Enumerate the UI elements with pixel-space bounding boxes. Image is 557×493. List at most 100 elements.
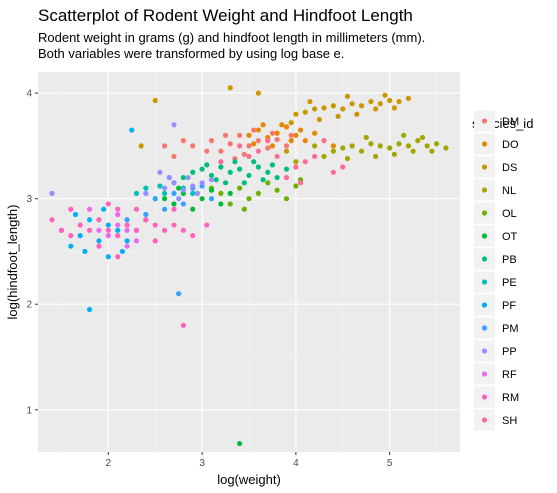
- data-point: [143, 211, 149, 218]
- data-point: [176, 185, 182, 191]
- data-point: [208, 177, 215, 183]
- data-point: [180, 174, 186, 181]
- legend-item-sh: SH: [474, 409, 517, 431]
- legend-item-pp: PP: [474, 340, 517, 362]
- data-point: [227, 190, 233, 196]
- data-point: [293, 164, 299, 170]
- data-point: [180, 138, 186, 144]
- data-point: [227, 85, 233, 91]
- legend-swatch: [481, 210, 488, 216]
- data-point: [251, 127, 257, 133]
- data-point: [105, 201, 111, 207]
- data-point: [246, 196, 252, 202]
- legend-label: RM: [502, 392, 519, 404]
- data-point: [101, 206, 107, 212]
- data-point: [288, 132, 294, 138]
- x-tick-label: 3: [199, 458, 205, 469]
- data-point: [260, 177, 266, 183]
- data-point: [171, 222, 177, 228]
- data-point: [297, 180, 304, 186]
- data-point: [152, 222, 158, 228]
- data-point: [302, 159, 308, 165]
- data-point: [86, 306, 93, 313]
- data-point: [49, 190, 55, 196]
- data-point: [105, 222, 111, 228]
- data-point: [251, 141, 257, 147]
- data-point: [396, 98, 402, 105]
- data-point: [288, 120, 294, 126]
- data-point: [265, 138, 271, 144]
- legend-item-pm: PM: [474, 317, 519, 339]
- chart-title: Scatterplot of Rodent Weight and Hindfoo…: [38, 6, 413, 25]
- legend-label: OT: [502, 231, 518, 243]
- data-point: [410, 148, 416, 154]
- legend-label: PM: [502, 323, 519, 335]
- legend-item-pf: PF: [474, 294, 516, 316]
- legend-swatch: [481, 164, 488, 170]
- data-point: [312, 153, 318, 160]
- data-point: [255, 148, 261, 154]
- data-point: [133, 190, 140, 196]
- data-point: [246, 143, 252, 149]
- chart-subtitle-line-2: Both variables were transformed by using…: [38, 46, 345, 61]
- data-point: [162, 227, 168, 233]
- data-point: [152, 238, 158, 244]
- data-point: [269, 130, 276, 136]
- series-do: [246, 122, 336, 149]
- data-point: [387, 145, 393, 151]
- legend-item-ol: OL: [474, 202, 517, 224]
- data-point: [199, 180, 205, 186]
- legend-swatch: [481, 394, 488, 400]
- data-point: [86, 206, 93, 212]
- data-point: [373, 106, 379, 112]
- data-point: [279, 122, 285, 128]
- y-tick-label: 1: [26, 405, 32, 416]
- data-point: [162, 185, 168, 191]
- data-point: [199, 166, 205, 172]
- data-point: [344, 155, 351, 162]
- y-tick-label: 3: [26, 194, 32, 205]
- data-point: [293, 132, 299, 138]
- data-point: [391, 105, 397, 111]
- data-point: [190, 183, 196, 189]
- data-point: [133, 206, 140, 212]
- data-point: [166, 174, 172, 181]
- data-point: [96, 238, 102, 244]
- data-point: [302, 109, 308, 115]
- data-point: [143, 217, 149, 223]
- legend-label: PF: [502, 300, 516, 312]
- series-dm: [162, 127, 294, 162]
- legend-swatch: [481, 348, 488, 354]
- legend-label: RF: [502, 369, 517, 381]
- data-point: [176, 196, 182, 202]
- data-point: [49, 217, 55, 223]
- data-point: [190, 143, 196, 149]
- data-point: [171, 206, 177, 212]
- data-point: [185, 174, 191, 181]
- data-point: [344, 93, 351, 99]
- data-point: [391, 151, 397, 157]
- series-rm: [49, 201, 210, 328]
- data-point: [255, 127, 261, 133]
- data-point: [340, 145, 346, 151]
- data-point: [269, 143, 276, 149]
- data-point: [96, 243, 102, 249]
- data-point: [368, 141, 374, 147]
- legend-item-pe: PE: [474, 271, 517, 293]
- series-sh: [218, 138, 346, 186]
- data-point: [330, 103, 336, 109]
- data-point: [340, 164, 346, 170]
- data-point: [274, 136, 280, 143]
- data-point: [330, 143, 336, 149]
- data-point: [124, 238, 130, 244]
- data-point: [68, 206, 74, 212]
- series-ol: [208, 177, 304, 212]
- data-point: [96, 217, 102, 223]
- data-point: [246, 172, 252, 179]
- series-nl: [293, 132, 449, 165]
- legend-swatch: [481, 371, 488, 377]
- data-point: [96, 227, 102, 233]
- data-point: [218, 164, 224, 170]
